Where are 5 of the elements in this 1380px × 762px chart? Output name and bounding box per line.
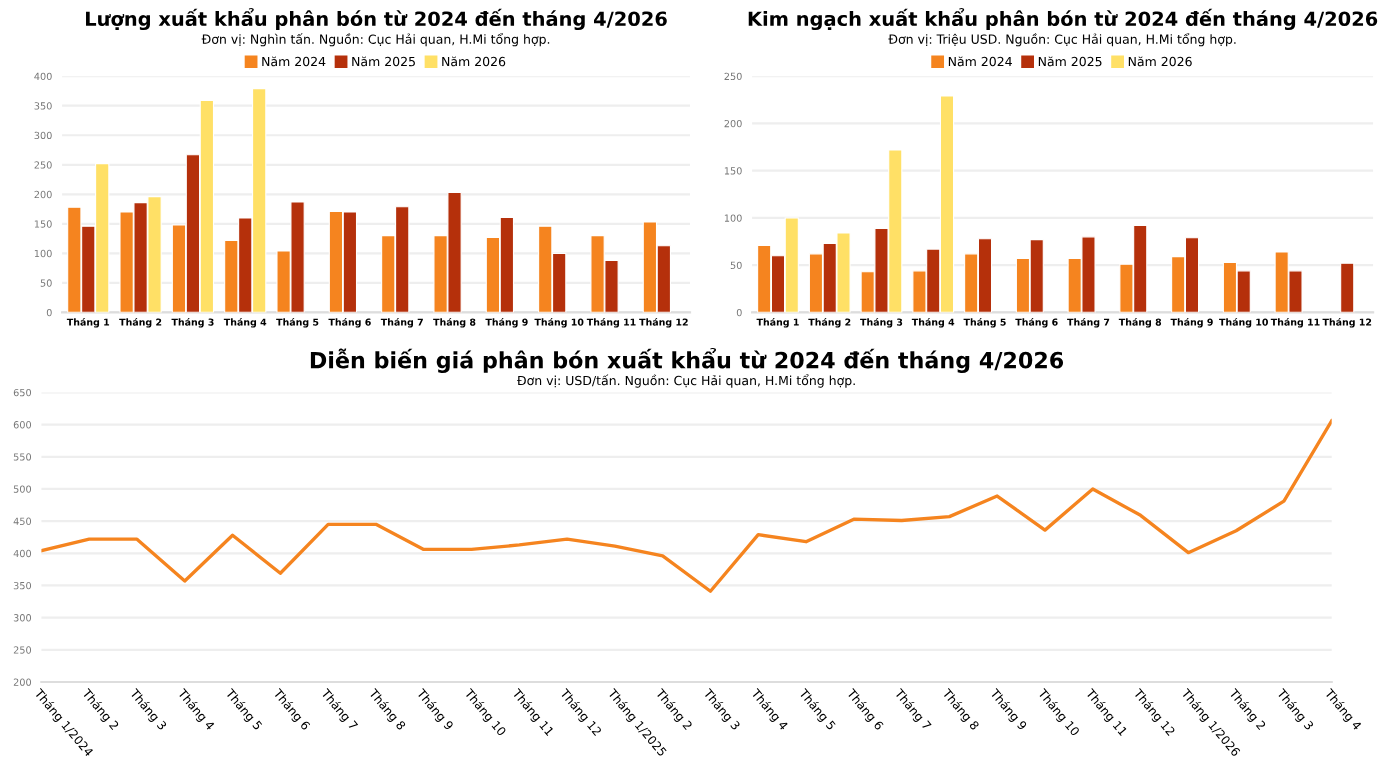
bar: [1340, 262, 1355, 313]
line-series: [41, 419, 1332, 593]
chart-title: Kim ngạch xuất khẩu phân bón từ 2024 đến tháng 4/2026: [748, 8, 1378, 31]
chart-title: Lượng xuất khẩu phân bón từ 2024 đến tháng 4/2026: [86, 8, 667, 31]
chart-title: Diễn biến giá phân bón xuất khẩu từ 2024 đến tháng 4/2026: [310, 347, 1064, 373]
